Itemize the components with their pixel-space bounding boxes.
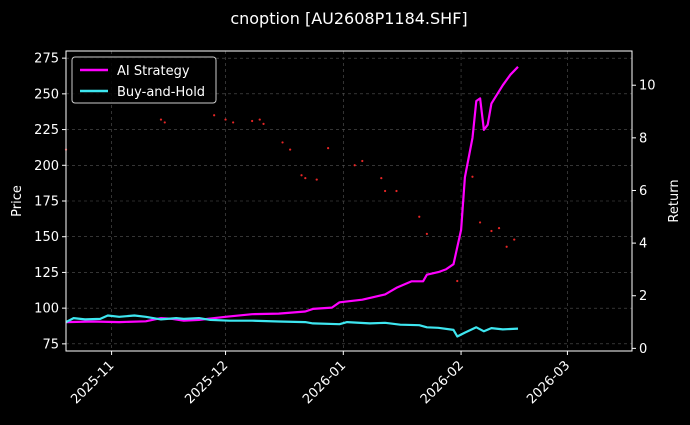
price-point [213,114,216,117]
y-tick-label-left: 100 [34,302,59,317]
price-point [456,279,459,283]
price-point [289,148,292,151]
price-point [224,118,227,121]
price-point [418,215,421,218]
left-y-axis: 75 100 125 150 175 200 225 250 275 [34,52,66,352]
price-point [425,232,428,235]
price-point [478,221,482,224]
y-tick-label-right: 2 [639,289,647,304]
price-point [315,178,318,181]
grid-lines [66,51,632,351]
y-tick-label-left: 275 [34,52,59,67]
series-lines [65,66,519,338]
y-tick-label-right: 8 [639,131,647,146]
price-point [251,119,254,123]
chart-title: cnoption [AU2608P1184.SHF] [230,9,467,28]
price-point [304,177,307,180]
price-point [262,122,265,125]
price-point [497,227,501,230]
price-point [163,121,166,124]
y-axis-label-right: Return [667,179,682,222]
price-point [281,141,284,144]
price-point [471,175,474,178]
price-point [395,189,398,193]
y-tick-label-right: 6 [639,184,647,199]
price-point [327,147,330,150]
y-axis-label-left: Price [10,185,25,217]
y-tick-label-left: 175 [34,195,59,210]
price-point [505,245,508,248]
series-line-ai-strategy [65,66,519,324]
price-scatter [64,114,516,283]
price-point [490,229,493,233]
price-point [380,177,383,180]
y-tick-label-left: 75 [42,337,59,352]
y-tick-label-right: 10 [639,79,656,94]
y-tick-label-left: 225 [34,123,59,138]
legend: AI Strategy Buy-and-Hold [71,56,217,104]
series-line-buy-and-hold [65,314,519,338]
legend-label-buy-and-hold: Buy-and-Hold [117,85,205,100]
price-point [383,189,387,193]
price-point [513,238,516,241]
price-point [300,174,303,177]
price-point [361,159,364,163]
y-tick-label-left: 250 [34,87,59,102]
price-point [353,164,356,167]
price-point [232,121,235,124]
y-tick-label-left: 200 [34,159,59,174]
y-tick-label-right: 0 [639,342,647,357]
legend-label-ai-strategy: AI Strategy [117,64,190,79]
price-point [159,118,163,121]
y-tick-label-left: 150 [34,230,59,245]
right-y-axis: 0 2 4 6 8 10 [632,79,656,357]
price-point [258,118,261,121]
y-tick-label-left: 125 [34,266,59,281]
y-tick-label-right: 4 [639,237,647,252]
